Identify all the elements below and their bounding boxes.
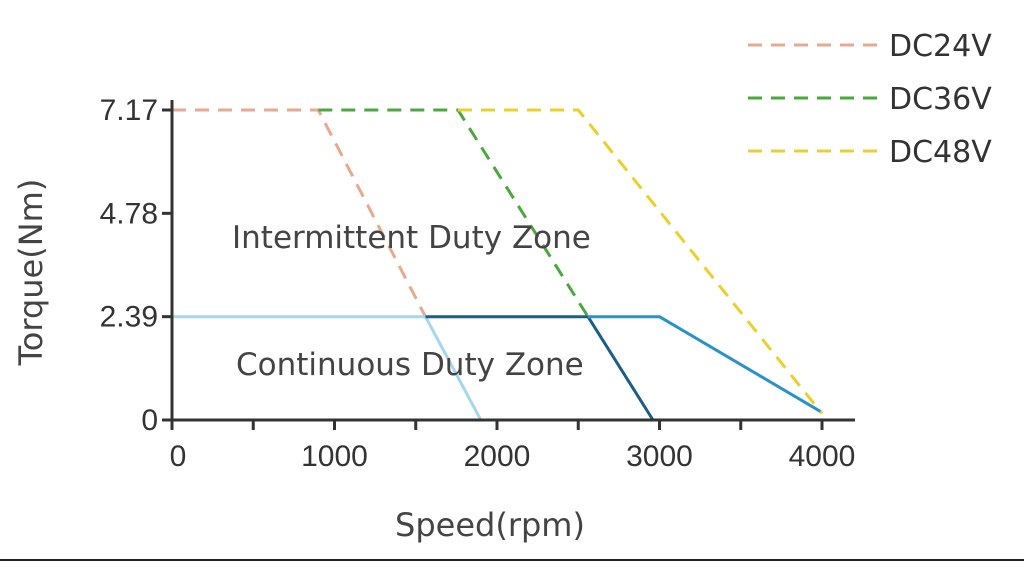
x-axis-title: Speed(rpm): [395, 506, 585, 544]
series-line-dc48v: [458, 108, 824, 415]
series-line-dc36v: [318, 108, 590, 318]
x-tick-label: 4000: [789, 440, 856, 473]
legend-label: DC48V: [889, 135, 992, 170]
series-line-dc24v: [172, 108, 427, 318]
legend-label: DC36V: [889, 82, 992, 117]
legend: DC24V DC36V DC48V: [748, 29, 992, 170]
y-axis-title: Torque(Nm): [12, 179, 50, 367]
x-tick-label: 0: [170, 440, 187, 473]
y-ticks: 0 2.39 4.78 7.17: [100, 94, 172, 437]
y-tick-label: 2.39: [100, 301, 158, 334]
series-line-continuous-dc48v: [588, 315, 822, 413]
axes: 0 1000 2000 3000 4000 0 2.39 4.78 7.17: [100, 94, 856, 473]
y-tick-label: 4.78: [100, 197, 158, 230]
y-tick-label: 7.17: [100, 94, 158, 127]
x-tick-label: 3000: [626, 440, 693, 473]
intermittent-zone-label: Intermittent Duty Zone: [232, 220, 591, 256]
y-tick-label: 0: [141, 404, 158, 437]
series-layer: [172, 108, 824, 421]
continuous-zone-label: Continuous Duty Zone: [236, 347, 584, 383]
x-tick-label: 1000: [301, 440, 368, 473]
x-tick-label: 2000: [464, 440, 531, 473]
legend-label: DC24V: [889, 29, 992, 64]
x-ticks: 0 1000 2000 3000 4000: [170, 420, 856, 473]
